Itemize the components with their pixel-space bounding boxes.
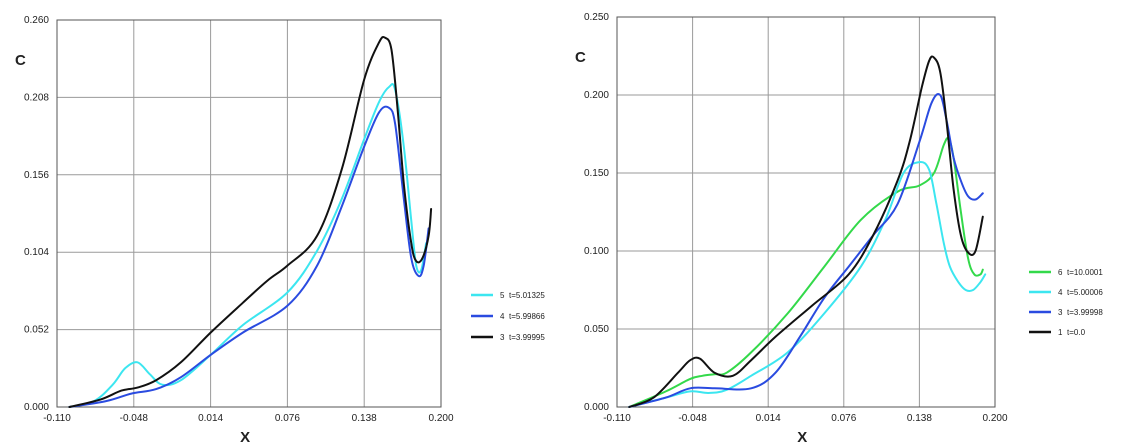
plot-frame xyxy=(616,16,996,408)
y-tick-label: 0.104 xyxy=(24,247,49,258)
x-tick-label: 0.138 xyxy=(907,413,932,424)
x-tick-label: 0.014 xyxy=(756,413,781,424)
legend-series-name: t=3.99995 xyxy=(509,333,545,342)
legend-series-id: 1 xyxy=(1058,328,1063,337)
x-tick-label: 0.200 xyxy=(428,413,453,424)
legend-series-name: t=5.01325 xyxy=(509,291,545,300)
y-axis-title: C xyxy=(575,49,586,66)
series-line-5 xyxy=(68,83,428,408)
series-line-6 xyxy=(628,136,984,408)
x-tick-label: -0.048 xyxy=(678,413,707,424)
x-tick-label: 0.200 xyxy=(982,413,1007,424)
legend-series-id: 4 xyxy=(500,312,505,321)
legend-series-name: t=0.0 xyxy=(1067,328,1086,337)
series-line-4 xyxy=(628,161,987,408)
x-tick-label: 0.014 xyxy=(198,413,223,424)
x-tick-label: 0.076 xyxy=(275,413,300,424)
legend-series-name: t=10.0001 xyxy=(1067,268,1103,277)
legend-series-id: 3 xyxy=(500,333,505,342)
x-axis-title: X xyxy=(240,429,250,446)
y-tick-label: 0.156 xyxy=(24,170,49,181)
y-axis-title: C xyxy=(15,52,26,69)
y-tick-label: 0.260 xyxy=(24,15,49,26)
x-axis-title: X xyxy=(797,429,807,446)
legend-series-name: t=5.99866 xyxy=(509,312,545,321)
series-line-3 xyxy=(68,35,433,408)
y-tick-label: 0.000 xyxy=(24,402,49,413)
series-line-4 xyxy=(68,105,430,408)
y-tick-label: 0.100 xyxy=(584,246,609,257)
legend-series-id: 3 xyxy=(1058,308,1063,317)
y-tick-label: 0.250 xyxy=(584,12,609,23)
y-tick-label: 0.050 xyxy=(584,324,609,335)
x-tick-label: 0.076 xyxy=(831,413,856,424)
y-tick-label: 0.052 xyxy=(24,325,49,336)
left-chart-panel: -0.110 -0.048 0.014 0.076 0.138 0.200 0.000 0.0… xyxy=(15,15,545,446)
legend-series-name: t=5.00006 xyxy=(1067,288,1103,297)
x-tick-label: -0.110 xyxy=(603,413,631,424)
legend-series-name: t=3.99998 xyxy=(1067,308,1103,317)
x-tick-label: 0.138 xyxy=(352,413,377,424)
legend-series-id: 4 xyxy=(1058,288,1063,297)
legend-series-id: 5 xyxy=(500,291,505,300)
y-tick-label: 0.150 xyxy=(584,168,609,179)
x-tick-label: -0.110 xyxy=(43,413,71,424)
y-tick-label: 0.200 xyxy=(584,90,609,101)
series-line-3 xyxy=(628,93,984,408)
legend-series-id: 6 xyxy=(1058,268,1063,277)
y-tick-label: 0.208 xyxy=(24,92,49,103)
plot-frame xyxy=(56,19,442,408)
series-line-1 xyxy=(628,55,984,408)
right-chart-panel: -0.110 -0.048 0.014 0.076 0.138 0.200 0.000 0.0… xyxy=(575,12,1103,446)
y-tick-label: 0.000 xyxy=(584,402,609,413)
x-tick-label: -0.048 xyxy=(120,413,149,424)
